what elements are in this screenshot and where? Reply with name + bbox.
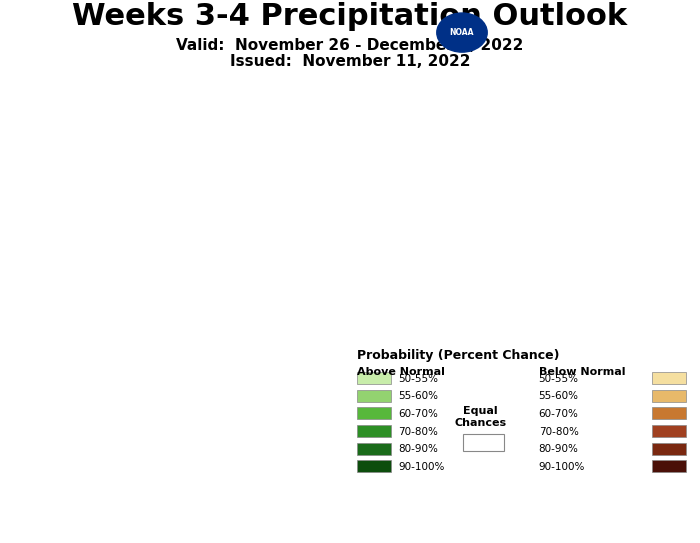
Text: 80-90%: 80-90% <box>539 444 578 454</box>
Bar <box>357 390 391 402</box>
Text: 55-60%: 55-60% <box>398 392 438 401</box>
Bar <box>652 407 686 419</box>
Bar <box>652 425 686 437</box>
Bar <box>357 425 391 437</box>
Text: Issued:  November 11, 2022: Issued: November 11, 2022 <box>230 54 470 70</box>
Text: 90-100%: 90-100% <box>539 462 585 472</box>
Bar <box>652 460 686 472</box>
Bar <box>652 443 686 455</box>
Bar <box>357 443 391 455</box>
Text: 50-55%: 50-55% <box>398 374 438 384</box>
Text: NOAA: NOAA <box>449 28 475 37</box>
Text: 60-70%: 60-70% <box>398 409 438 419</box>
Bar <box>357 460 391 472</box>
Text: 60-70%: 60-70% <box>539 409 578 419</box>
Text: Valid:  November 26 - December 9, 2022: Valid: November 26 - December 9, 2022 <box>176 38 524 53</box>
Text: 55-60%: 55-60% <box>539 392 579 401</box>
Bar <box>652 390 686 402</box>
Bar <box>357 407 391 419</box>
Text: Below Normal: Below Normal <box>539 367 625 376</box>
Text: Probability (Percent Chance): Probability (Percent Chance) <box>357 349 559 362</box>
Text: 50-55%: 50-55% <box>539 374 579 384</box>
Text: Equal
Chances: Equal Chances <box>454 406 506 427</box>
Bar <box>357 372 391 384</box>
Bar <box>652 372 686 384</box>
Text: 80-90%: 80-90% <box>398 444 438 454</box>
Text: 70-80%: 70-80% <box>398 427 438 437</box>
Text: Above Normal: Above Normal <box>357 367 444 376</box>
Circle shape <box>437 13 487 52</box>
Bar <box>463 434 504 451</box>
Text: 90-100%: 90-100% <box>398 462 444 472</box>
Text: 70-80%: 70-80% <box>539 427 578 437</box>
Text: Weeks 3-4 Precipitation Outlook: Weeks 3-4 Precipitation Outlook <box>72 2 628 31</box>
